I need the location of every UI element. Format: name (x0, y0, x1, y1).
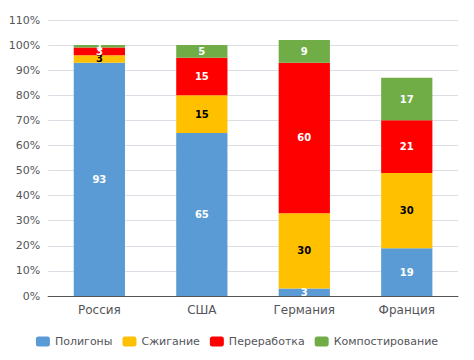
svg-text:100%: 100% (9, 39, 40, 52)
svg-text:Россия: Россия (78, 303, 121, 317)
svg-text:0%: 0% (23, 290, 40, 303)
svg-text:Переработка: Переработка (229, 335, 305, 348)
svg-text:Франция: Франция (379, 303, 435, 317)
svg-text:15: 15 (195, 71, 209, 82)
svg-text:50%: 50% (16, 164, 40, 177)
svg-text:15: 15 (195, 109, 209, 120)
svg-text:110%: 110% (9, 14, 40, 27)
svg-text:60%: 60% (16, 139, 40, 152)
svg-text:Германия: Германия (274, 303, 336, 317)
svg-text:93: 93 (92, 174, 106, 185)
svg-text:1: 1 (96, 41, 103, 52)
svg-text:Полигоны: Полигоны (55, 335, 113, 348)
svg-text:40%: 40% (16, 189, 40, 202)
svg-text:90%: 90% (16, 64, 40, 77)
svg-text:60: 60 (297, 132, 311, 143)
svg-text:10%: 10% (16, 264, 40, 277)
svg-text:80%: 80% (16, 89, 40, 102)
svg-text:21: 21 (400, 141, 414, 152)
svg-text:19: 19 (400, 267, 414, 278)
svg-text:5: 5 (198, 46, 205, 57)
svg-text:США: США (187, 303, 217, 317)
svg-text:70%: 70% (16, 114, 40, 127)
svg-text:Сжигание: Сжигание (141, 335, 200, 348)
svg-text:30: 30 (297, 245, 311, 256)
svg-text:3: 3 (95, 53, 103, 65)
svg-text:65: 65 (195, 209, 209, 220)
svg-text:30%: 30% (16, 214, 40, 227)
svg-text:9: 9 (301, 46, 308, 57)
svg-text:Компостирование: Компостирование (334, 335, 439, 348)
svg-text:17: 17 (400, 94, 414, 105)
svg-text:20%: 20% (16, 239, 40, 252)
svg-text:30: 30 (400, 205, 414, 216)
svg-text:3: 3 (301, 287, 308, 298)
